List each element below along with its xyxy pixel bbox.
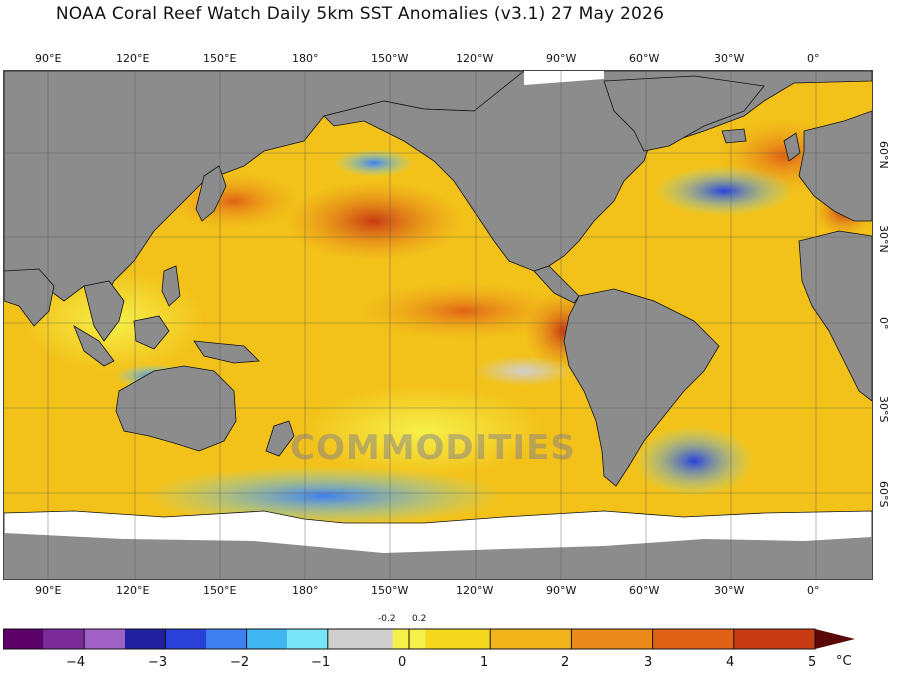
colorbar-outline <box>3 628 816 650</box>
colorbar-segment <box>733 629 815 649</box>
land-africa <box>798 230 872 402</box>
land-india <box>4 268 55 327</box>
lon-label-60w: 60°W <box>629 52 660 65</box>
lat-label-0: 0° <box>877 317 890 330</box>
land-greenland <box>603 75 765 152</box>
land-sumatra <box>73 325 115 367</box>
colorbar-segment <box>246 629 288 649</box>
land <box>4 71 872 487</box>
colorbar-tick-minus-2: −2 <box>230 655 250 670</box>
lon-label-bottom-150w: 150°W <box>371 584 409 597</box>
anomaly-alaska-cool <box>334 149 414 177</box>
land-new-guinea <box>193 340 260 364</box>
lat-label-30n: 30°N <box>877 225 890 253</box>
lon-label-bottom-120e: 120°E <box>116 584 150 597</box>
colorbar-segment <box>84 629 125 649</box>
land-indochina <box>83 280 125 342</box>
colorbar-segment <box>165 629 206 649</box>
map-canvas <box>4 71 872 579</box>
land-antarctica <box>4 533 872 579</box>
colorbar-segment <box>652 629 734 649</box>
colorbar-tick-minus-3: −3 <box>148 655 168 670</box>
sst-anomaly-map: COMMODITIES <box>3 70 873 580</box>
anomaly-south-pacific-mild <box>304 386 544 476</box>
lon-label-bottom-90w: 90°W <box>546 584 577 597</box>
colorbar-tick-minus-1: −1 <box>311 655 331 670</box>
land-iceland <box>721 128 747 144</box>
colorbar-segment <box>287 629 328 649</box>
lon-label-bottom-60w: 60°W <box>629 584 660 597</box>
colorbar-tick-plus-0-2: 0.2 <box>412 614 427 624</box>
colorbar <box>3 628 855 650</box>
graticule <box>4 71 872 579</box>
lat-label-30s: 30°S <box>877 396 890 423</box>
lon-label-180: 180° <box>292 52 319 65</box>
colorbar-segment <box>3 629 44 649</box>
lon-label-bottom-90e: 90°E <box>35 584 62 597</box>
lon-label-30w: 30°W <box>714 52 745 65</box>
land-europe <box>798 110 872 222</box>
colorbar-segment <box>327 629 393 649</box>
colorbar-segment <box>490 629 572 649</box>
colorbar-tick-minus-0-2: -0.2 <box>378 614 396 624</box>
lon-label-bottom-180: 180° <box>292 584 319 597</box>
land-philippines <box>161 265 181 307</box>
map-title: NOAA Coral Reef Watch Daily 5km SST Anom… <box>55 4 665 24</box>
lon-label-150e: 150°E <box>203 52 237 65</box>
anomaly-southern-ocean-cool <box>144 466 504 526</box>
lon-label-bottom-150e: 150°E <box>203 584 237 597</box>
land-australia <box>115 365 237 452</box>
land-borneo <box>133 315 170 350</box>
anomaly-equatorial-warm <box>354 281 574 341</box>
colorbar-segment <box>571 629 653 649</box>
anomaly-gulf-stream-cool <box>654 166 794 216</box>
land-new-zealand <box>265 420 295 457</box>
lon-label-bottom-30w: 30°W <box>714 584 745 597</box>
lon-label-120e: 120°E <box>116 52 150 65</box>
colorbar-unit: °C <box>836 654 852 669</box>
land-south-america <box>563 288 720 487</box>
lon-label-bottom-120w: 120°W <box>456 584 494 597</box>
anomaly-neutral-patch <box>474 356 574 386</box>
lat-label-60n: 60°N <box>877 141 890 169</box>
land-japan <box>195 165 227 222</box>
colorbar-tick-3: 3 <box>644 655 653 670</box>
anomaly-north-pacific-warm <box>284 181 464 261</box>
lon-label-bottom-0: 0° <box>807 584 820 597</box>
lon-label-90e: 90°E <box>35 52 62 65</box>
colorbar-tick-4: 4 <box>726 655 735 670</box>
lon-label-90w: 90°W <box>546 52 577 65</box>
lat-label-60s: 60°S <box>877 481 890 508</box>
anomaly-south-atlantic-cool <box>634 426 754 496</box>
colorbar-segment <box>206 629 247 649</box>
colorbar-arrow <box>815 629 855 649</box>
colorbar-tick-1: 1 <box>480 655 489 670</box>
colorbar-tick-0: 0 <box>398 655 407 670</box>
arctic-ice <box>524 71 604 85</box>
watermark-text: COMMODITIES <box>290 428 576 468</box>
colorbar-tick-minus-4: −4 <box>66 655 86 670</box>
colorbar-tick-2: 2 <box>561 655 570 670</box>
colorbar-segment <box>425 629 491 649</box>
lon-label-120w: 120°W <box>456 52 494 65</box>
colorbar-tick-5: 5 <box>808 655 817 670</box>
lon-label-0: 0° <box>807 52 820 65</box>
lon-label-150w: 150°W <box>371 52 409 65</box>
colorbar-segment <box>124 629 166 649</box>
colorbar-segment <box>43 629 85 649</box>
